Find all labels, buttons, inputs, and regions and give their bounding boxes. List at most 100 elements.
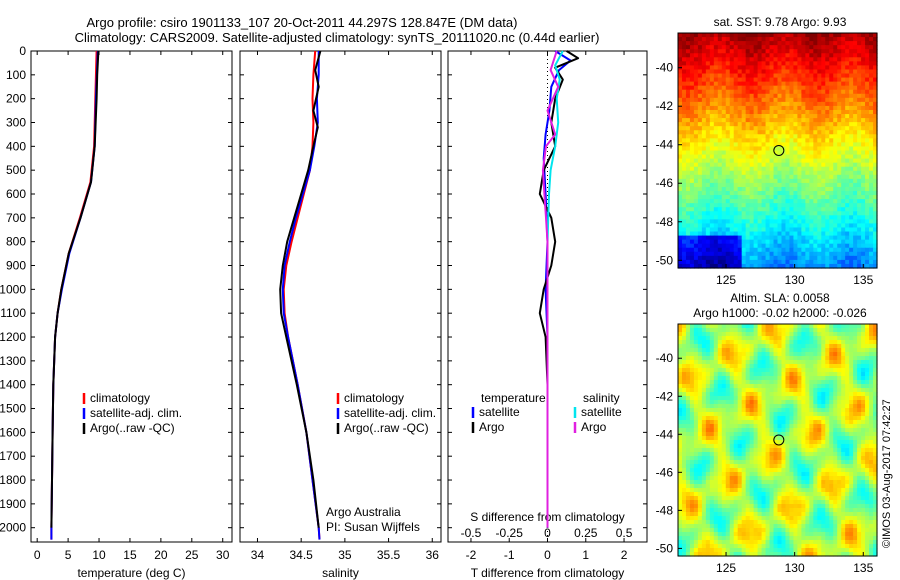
map-cell [729,77,735,83]
map-cell [813,219,818,225]
map-cell [813,114,818,119]
map-cell [865,223,870,229]
map-cell [737,227,743,233]
map-cell [861,239,866,245]
map-cell [777,150,783,156]
map-cell [785,49,791,54]
map-cell [773,150,779,156]
map-cell [741,37,747,42]
map-cell [681,263,687,269]
map-cell [717,332,723,337]
map-cell [861,191,866,196]
map-cell [678,146,683,152]
map-cell [857,37,862,42]
map-cell [813,231,818,237]
map-cell [841,340,846,345]
map-cell [737,243,743,249]
map-cell [717,344,723,349]
map-cell [805,364,810,369]
map-cell [821,436,826,441]
map-cell [717,97,723,103]
map-cell [769,440,775,445]
map-cell [725,182,731,188]
map-cell [861,142,866,148]
map-cell [713,352,719,357]
map-cell [721,468,727,473]
map-cell [873,392,878,397]
map-cell [805,77,810,83]
map-cell [869,408,874,413]
map-cell [865,142,870,148]
map-cell [678,404,683,409]
map-cell [793,73,798,79]
map-cell [761,150,767,156]
map-cell [841,142,846,148]
map-cell [841,396,846,401]
map-cell [789,162,795,168]
map-cell [717,380,723,385]
map-cell [849,219,854,225]
axes-frame [239,50,442,543]
map-cell [821,259,826,265]
map-cell [789,45,795,50]
map-cell [853,324,858,329]
map-cell [857,166,862,172]
map-cell [721,255,727,261]
map-cell [721,73,727,79]
map-cell [817,384,822,389]
map-cell [841,178,846,184]
map-cell [829,105,834,111]
map-cell [833,158,838,164]
map-cell [845,352,850,357]
map-cell [713,186,719,192]
map-cell [745,388,751,393]
map-cell [809,364,814,369]
map-cell [709,324,715,329]
map-cell [741,49,747,54]
map-cell [721,174,727,180]
map-cell [729,263,735,269]
map-cell [873,37,878,42]
map-cell [837,105,842,111]
map-cell [729,223,735,229]
map-cell [729,468,735,473]
map-cell [785,178,791,184]
map-cell [717,33,723,38]
map-cell [717,134,723,139]
map-cell [801,162,806,168]
map-cell [741,69,747,75]
map-cell [837,203,842,208]
map-cell [825,372,830,377]
map-cell [789,195,795,200]
map-cell [773,263,779,269]
map-cell [725,336,731,341]
map-cell [737,448,743,453]
map-cell [685,122,691,127]
map-cell [789,328,795,333]
map-cell [717,73,723,79]
legend-label: climatology [90,391,150,405]
map-cell [833,396,838,401]
map-cell [801,324,806,329]
map-cell [689,396,695,401]
map-cell [837,420,842,425]
map-cell [745,186,751,192]
map-cell [825,444,830,449]
map-cell [761,33,767,38]
map-cell [805,448,810,453]
map-cell [725,424,731,429]
map-cell [813,203,818,208]
map-cell [829,420,834,425]
map-cell [801,263,806,269]
map-cell [817,178,822,184]
map-cell [701,396,707,401]
map-cell [805,412,810,417]
map-cell [781,424,787,429]
map-cell [733,464,739,469]
map-cell [769,223,775,229]
map-cell [841,109,846,115]
map-cell [829,162,834,168]
map-cell [757,380,763,385]
map-cell [709,199,715,204]
map-cell [793,243,798,249]
